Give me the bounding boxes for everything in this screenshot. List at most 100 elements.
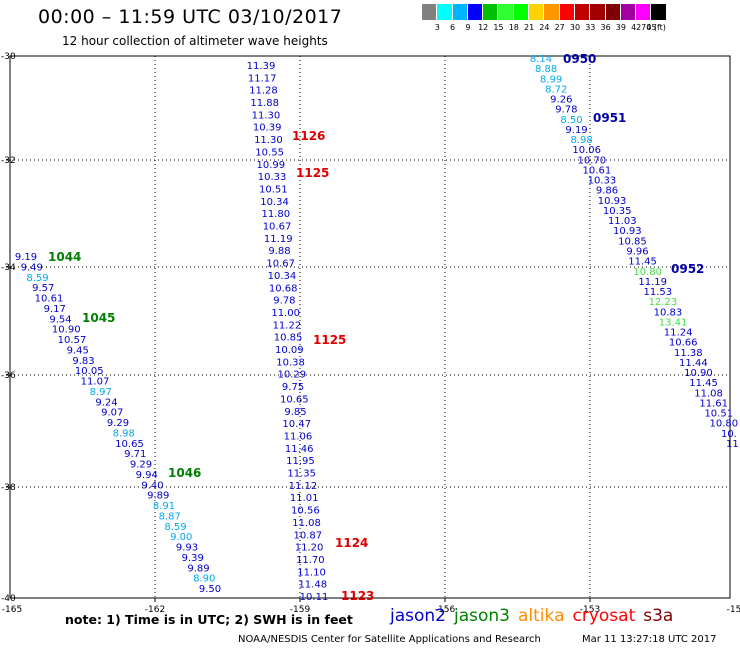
swh-value: 9.29: [130, 460, 152, 471]
swh-value: 8.88: [535, 64, 557, 75]
swh-value: 8.14: [530, 54, 552, 65]
swh-value: 9.29: [107, 418, 129, 429]
swh-value: 10.55: [255, 147, 284, 158]
swh-value: 10.34: [260, 197, 289, 208]
legend-swatch: [422, 4, 438, 20]
swh-value: 10.87: [294, 530, 323, 541]
swh-value: 11.01: [290, 493, 319, 504]
swh-value: 9.26: [550, 95, 572, 106]
swh-value: 11.22: [273, 320, 302, 331]
swh-value: 11.07: [81, 377, 110, 388]
swh-value: 11.10: [297, 567, 326, 578]
swh-value: 9.19: [565, 125, 587, 136]
legend-label: 12: [478, 23, 489, 32]
swh-value: 10.34: [268, 271, 297, 282]
legend-label: 36: [600, 23, 611, 32]
swh-value: 10.35: [603, 206, 632, 217]
swh-value: 9.83: [72, 356, 94, 367]
legend-label: 24: [539, 23, 550, 32]
swh-value: 10.29: [277, 370, 306, 381]
swh-value: 13.41: [659, 317, 688, 328]
mission-cryosat: cryosat: [572, 606, 636, 626]
swh-value: 10.11: [300, 592, 329, 603]
legend-swatch: [437, 4, 453, 20]
swh-value: 11.30: [252, 110, 281, 121]
legend-label: 70 (ft): [641, 23, 666, 32]
pass-time-label: 0950: [563, 52, 596, 66]
color-legend: 3 6 9 12 15 18 21 24 27 30 33 36 39 42 45 70 (ft): [422, 4, 732, 34]
swh-value: 10.68: [269, 283, 298, 294]
longitude-label: -162: [145, 605, 165, 615]
swh-value: 11.20: [295, 543, 324, 554]
longitude-label: -159: [290, 605, 311, 615]
swh-value: 10.06: [572, 145, 601, 156]
pass-time-label: 1044: [48, 250, 81, 264]
swh-value: 11.: [726, 439, 740, 450]
legend-label: 30: [569, 23, 581, 32]
swh-value: 9.17: [44, 304, 66, 315]
legend-label: 39: [615, 23, 626, 32]
legend-label: 15: [493, 23, 504, 32]
swh-value: 8.98: [570, 135, 592, 146]
swh-value: 11.03: [608, 216, 637, 227]
swh-value: 9.75: [282, 382, 304, 393]
swh-value: 9.24: [95, 397, 117, 408]
swh-value: 10.85: [274, 333, 303, 344]
latitude-label: -40: [1, 594, 16, 604]
swh-value: 11.17: [248, 73, 277, 84]
mission-s3a: s3a: [643, 606, 674, 626]
swh-value: 9.96: [626, 247, 648, 258]
swh-value: 10.: [721, 429, 737, 440]
swh-value: 10.90: [684, 368, 713, 379]
swh-value: 9.86: [596, 186, 618, 197]
swh-value: 10.61: [35, 294, 64, 305]
swh-value: 10.70: [577, 155, 606, 166]
swh-value: 9.93: [176, 543, 198, 554]
swh-value: 9.78: [273, 296, 295, 307]
swh-value: 10.65: [115, 439, 144, 450]
legend-swatch: [620, 4, 637, 20]
latitude-label: -36: [1, 371, 16, 381]
mission-altika: altika: [518, 606, 565, 626]
credit-line: NOAA/NESDIS Center for Satellite Applica…: [238, 634, 541, 645]
swh-value: 8.97: [90, 387, 112, 398]
legend-label: 18: [508, 23, 519, 32]
swh-value: 11.44: [679, 358, 708, 369]
legend-swatch: [544, 4, 560, 20]
swh-value: 8.87: [159, 511, 181, 522]
swh-value: 8.59: [26, 273, 48, 284]
legend-label: 3: [434, 23, 440, 32]
swh-value: 9.78: [555, 105, 577, 116]
map-title: 00:00 – 11:59 UTC 03/10/2017: [38, 6, 343, 28]
swh-value: 11.06: [284, 431, 313, 442]
swh-value: 8.99: [540, 74, 562, 85]
swh-value: 10.93: [613, 226, 642, 237]
swh-value: 9.39: [182, 553, 204, 564]
latitude-label: -38: [1, 483, 16, 493]
swh-value: 10.56: [291, 506, 320, 517]
generated-timestamp: Mar 11 13:27:18 UTC 2017: [582, 634, 717, 645]
legend-label: 21: [524, 23, 535, 32]
swh-value: 11.39: [247, 61, 276, 72]
swh-value: 10.51: [704, 409, 733, 420]
swh-value: 8.59: [164, 522, 186, 533]
swh-value: 11.08: [292, 518, 321, 529]
swh-value: 11.19: [264, 234, 293, 245]
legend-swatch: [452, 4, 468, 20]
legend-swatch: [651, 4, 667, 20]
swh-value: 10.38: [276, 357, 305, 368]
legend-swatch: [590, 4, 606, 20]
legend-label: 33: [585, 23, 596, 32]
legend-swatches: [422, 4, 732, 20]
swh-value: 9.89: [147, 491, 169, 502]
swh-value: 10.66: [669, 338, 698, 349]
swh-value: 9.00: [170, 532, 192, 543]
legend-swatch: [605, 4, 621, 20]
legend-label: 9: [465, 23, 471, 32]
pass-time-label: 0951: [593, 111, 626, 125]
swh-value: 12.23: [649, 297, 678, 308]
swh-value: 11.30: [254, 135, 283, 146]
legend-label: 45: [646, 23, 657, 32]
swh-value: 9.40: [141, 480, 163, 491]
